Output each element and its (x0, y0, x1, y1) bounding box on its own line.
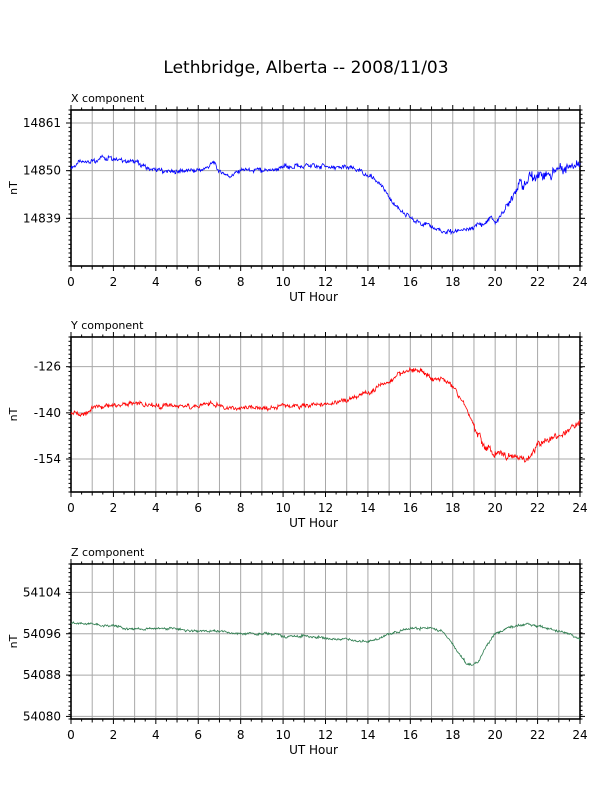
series-line-2 (70, 366, 581, 463)
x-tick-label: 6 (194, 728, 202, 742)
y-axis-label: nT (7, 407, 20, 421)
x-tick-label: 22 (530, 275, 545, 289)
y-tick-label: 54104 (23, 585, 61, 599)
y-axis-label: nT (7, 634, 20, 648)
x-tick-label: 10 (275, 501, 290, 515)
x-tick-label: 2 (110, 728, 118, 742)
x-tick-label: 24 (572, 728, 587, 742)
x-tick-label: 14 (360, 275, 375, 289)
x-tick-label: 18 (445, 728, 460, 742)
x-tick-label: 20 (488, 275, 503, 289)
y-tick-label: 14850 (23, 164, 61, 178)
component-label: Z component (71, 546, 145, 559)
x-tick-label: 16 (403, 275, 418, 289)
x-tick-label: 12 (318, 275, 333, 289)
x-tick-label: 16 (403, 728, 418, 742)
x-tick-label: 16 (403, 501, 418, 515)
y-tick-label: 54096 (23, 627, 61, 641)
x-tick-label: 12 (318, 501, 333, 515)
component-label: X component (71, 92, 145, 105)
x-tick-label: 18 (445, 275, 460, 289)
page-title: Lethbridge, Alberta -- 2008/11/03 (163, 58, 449, 78)
x-tick-label: 8 (237, 275, 245, 289)
x-tick-label: 0 (67, 501, 75, 515)
x-tick-label: 14 (360, 728, 375, 742)
x-tick-label: 4 (152, 275, 160, 289)
x-tick-label: 22 (530, 501, 545, 515)
x-tick-label: 14 (360, 501, 375, 515)
x-axis-label: UT Hour (289, 743, 338, 757)
y-tick-label: 14839 (23, 211, 61, 225)
x-tick-label: 20 (488, 501, 503, 515)
x-axis-label: UT Hour (289, 290, 338, 304)
x-tick-label: 2 (110, 275, 118, 289)
x-tick-label: 10 (275, 728, 290, 742)
x-tick-label: 6 (194, 501, 202, 515)
x-axis-label: UT Hour (289, 516, 338, 530)
y-tick-label: 54088 (23, 668, 61, 682)
x-tick-label: 20 (488, 728, 503, 742)
series-line-1 (70, 154, 581, 236)
x-tick-label: 4 (152, 728, 160, 742)
x-tick-label: 0 (67, 728, 75, 742)
y-tick-label: 14861 (23, 116, 61, 130)
x-tick-label: 0 (67, 275, 75, 289)
x-tick-label: 18 (445, 501, 460, 515)
x-tick-label: 6 (194, 275, 202, 289)
y-tick-label: -154 (34, 452, 61, 466)
x-tick-label: 8 (237, 501, 245, 515)
x-tick-label: 22 (530, 728, 545, 742)
x-tick-label: 24 (572, 501, 587, 515)
x-tick-label: 4 (152, 501, 160, 515)
series-line-3 (70, 621, 581, 666)
x-tick-label: 24 (572, 275, 587, 289)
x-tick-label: 2 (110, 501, 118, 515)
y-tick-label: 54080 (23, 709, 61, 723)
y-tick-label: -126 (34, 360, 61, 374)
x-tick-label: 10 (275, 275, 290, 289)
y-tick-label: -140 (34, 406, 61, 420)
x-tick-label: 12 (318, 728, 333, 742)
x-tick-label: 8 (237, 728, 245, 742)
component-label: Y component (70, 319, 144, 332)
y-axis-label: nT (7, 181, 20, 195)
